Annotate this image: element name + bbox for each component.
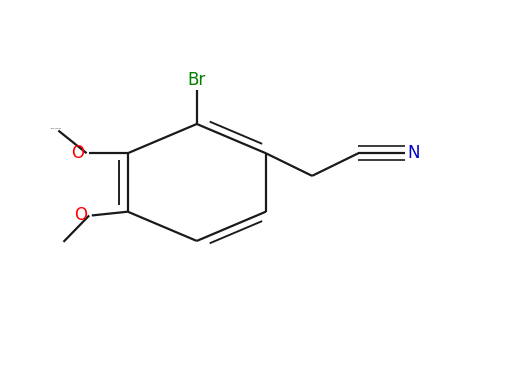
Text: N: N: [408, 144, 420, 162]
Text: O: O: [74, 206, 87, 225]
Text: methyl_implied: methyl_implied: [50, 127, 61, 129]
Text: O: O: [71, 144, 85, 162]
Text: Br: Br: [188, 71, 206, 89]
